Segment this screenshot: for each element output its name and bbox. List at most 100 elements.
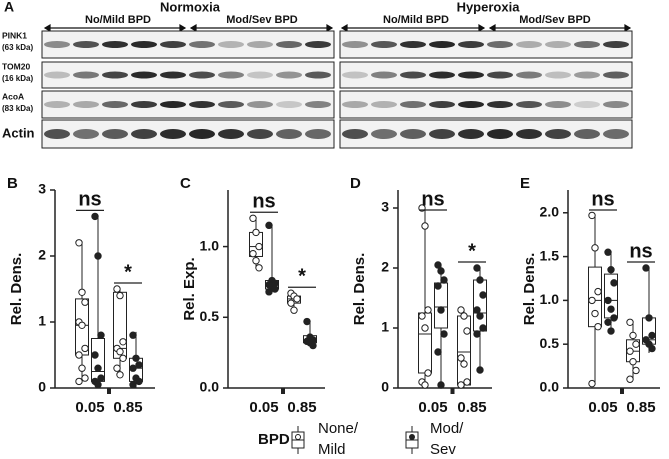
row-label: TOM20 <box>2 61 30 71</box>
blot-band <box>516 129 542 139</box>
blot-band <box>189 41 215 48</box>
panel-letter: A <box>4 0 14 15</box>
data-point <box>626 318 634 326</box>
data-point <box>473 330 481 338</box>
data-point <box>309 341 317 350</box>
blot-band <box>487 101 513 108</box>
data-point <box>632 366 640 375</box>
data-point <box>479 324 487 332</box>
data-point <box>424 306 432 314</box>
y-axis-label: Rel. Dens. <box>8 253 25 326</box>
blot-band <box>400 101 426 108</box>
blot-band <box>218 41 244 48</box>
y-tick-label: 3 <box>381 199 389 215</box>
legend-icon-open <box>291 426 305 454</box>
data-point <box>113 285 121 293</box>
blot-band <box>603 101 629 108</box>
data-point <box>648 331 656 340</box>
data-point <box>473 264 481 272</box>
data-point <box>604 296 612 305</box>
x-tick-label: 0.85 <box>287 399 316 416</box>
blot-band <box>545 129 571 139</box>
blot-band <box>73 101 99 108</box>
data-point <box>421 381 429 389</box>
blot-band <box>276 41 302 48</box>
blot-band <box>131 41 157 48</box>
blot-strip <box>339 90 633 119</box>
data-point <box>116 291 124 300</box>
y-tick-label: 0 <box>381 379 389 395</box>
panel-letter: D <box>350 175 361 192</box>
x-tick-label: 0.85 <box>626 399 655 416</box>
data-point <box>645 314 653 322</box>
data-point <box>91 212 99 221</box>
x-tick-label: 0.05 <box>75 399 104 416</box>
x-tick-label: 0.05 <box>249 399 278 416</box>
legend-label: None/ <box>318 420 359 437</box>
data-point <box>591 309 599 318</box>
significance-label: * <box>468 240 476 262</box>
y-tick-label: 0.5 <box>200 308 220 324</box>
blot-band <box>218 71 244 79</box>
blot-band <box>516 71 542 79</box>
data-point <box>607 327 615 335</box>
data-point <box>421 222 429 230</box>
blot-band <box>545 71 571 79</box>
data-point <box>479 291 487 299</box>
y-tick-label: 2 <box>38 247 46 263</box>
blot-band <box>574 41 600 48</box>
blot-band <box>487 129 513 139</box>
blot-band <box>44 41 70 48</box>
blot-band <box>73 129 99 139</box>
panel-letter: E <box>520 175 530 192</box>
data-point <box>249 249 257 258</box>
y-tick-label: 1 <box>381 319 389 335</box>
data-point <box>648 344 656 353</box>
panel-letter: B <box>7 175 18 192</box>
y-tick-label: 3 <box>38 181 46 197</box>
data-point <box>119 354 127 362</box>
data-point <box>81 298 89 306</box>
data-point <box>607 305 615 313</box>
group-label: No/Mild BPD <box>383 14 449 26</box>
blot-band <box>305 41 331 48</box>
blot-band <box>574 101 600 108</box>
data-point <box>591 244 599 252</box>
data-point <box>78 288 86 296</box>
data-point <box>594 287 602 296</box>
data-point <box>75 239 83 247</box>
data-point <box>463 327 471 335</box>
blot-band <box>487 41 513 48</box>
data-point <box>473 306 481 314</box>
blot-band <box>545 41 571 48</box>
blot-band <box>342 129 368 139</box>
y-tick-label: 0.0 <box>200 379 220 395</box>
data-point <box>588 379 596 388</box>
blot-strip <box>41 90 335 119</box>
data-point <box>135 377 143 386</box>
data-point <box>249 214 257 222</box>
row-label: PINK1 <box>2 30 27 40</box>
blot-band <box>458 41 484 48</box>
blot-band <box>189 129 215 139</box>
blot-band <box>131 101 157 108</box>
y-axis-label: Rel. Dens. <box>521 253 538 326</box>
blot-band <box>574 129 600 139</box>
blot-band <box>371 129 397 139</box>
panel-letter: C <box>180 175 191 192</box>
data-point <box>303 317 311 326</box>
legend-title: BPD <box>258 431 290 448</box>
blot-band <box>131 71 157 79</box>
data-point <box>78 364 86 372</box>
data-point <box>604 318 612 326</box>
data-point <box>94 252 102 260</box>
y-tick-label: 2 <box>381 259 389 275</box>
blot-band <box>603 129 629 139</box>
y-tick-label: 1.0 <box>540 291 560 307</box>
x-tick-label: 0.05 <box>418 399 447 416</box>
blot-band <box>247 41 273 48</box>
significance-label: ns <box>591 188 614 210</box>
row-label-weight: (63 kDa) <box>2 43 33 52</box>
x-tick <box>281 388 285 394</box>
